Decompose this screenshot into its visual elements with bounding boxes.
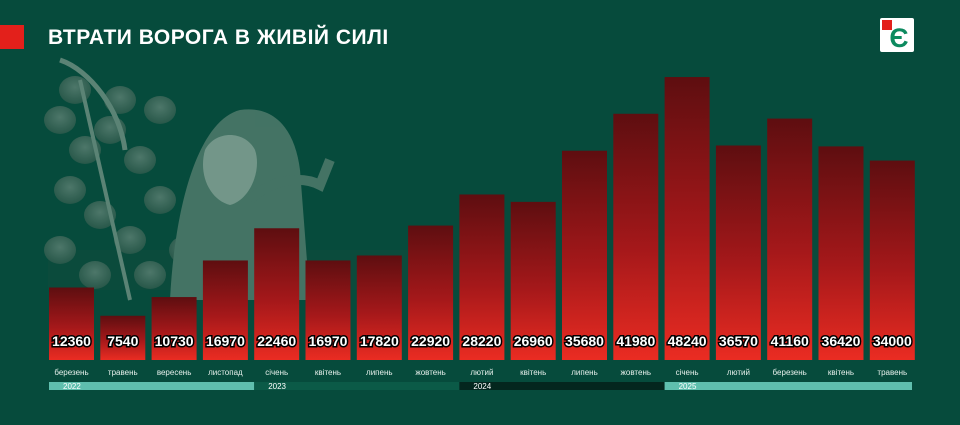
month-label: березень [54,368,88,377]
year-label: 2023 [268,382,286,391]
bar-value-label: 36420 [822,333,861,349]
skull-shape [44,106,76,134]
bar [562,150,607,360]
bar-value-label: 22460 [257,333,296,349]
letter-e-logo-icon: Є [880,18,914,52]
bar [613,113,659,361]
bar [305,260,351,360]
bar-value-label: 35680 [565,333,604,349]
page-title: ВТРАТИ ВОРОГА В ЖИВІЙ СИЛІ [48,26,389,49]
month-label: жовтень [415,368,445,377]
month-labels-group: березень травень вересень листопад січень кві… [54,368,907,377]
bar [49,287,94,360]
bar [715,145,761,360]
skull-shape [144,96,176,124]
month-label: жовтень [621,368,651,377]
bar [767,118,813,360]
year-segment [254,382,460,390]
bar [664,77,710,361]
skull-shape [79,261,111,289]
bar-value-label: 28220 [462,333,501,349]
bar [254,228,300,360]
year-segment [664,382,912,390]
bar-value-label: 12360 [52,333,91,349]
bar-value-label: 10730 [155,333,194,349]
bar [459,194,505,360]
year-segment [459,382,665,390]
bar-value-label: 16970 [309,333,348,349]
skull-shape [124,146,156,174]
year-timeline: 2022 2023 2024 2025 [49,382,912,391]
month-label: квітень [520,368,546,377]
title-accent-bar [0,25,24,49]
bar-value-label: 34000 [873,333,912,349]
bar [818,146,864,360]
bar-value-label: 41980 [616,333,655,349]
bars-group [49,77,915,361]
month-label: квітень [315,368,341,377]
month-label: березень [773,368,807,377]
bar-value-label: 41160 [771,333,809,349]
month-label: лютий [727,368,750,377]
month-label: травень [877,368,907,377]
bar [510,201,556,360]
skull-shape [54,176,86,204]
year-label: 2024 [473,382,491,391]
bar-value-label: 26960 [514,333,553,349]
bar [100,315,146,360]
year-label: 2025 [679,382,697,391]
bar [869,160,915,360]
bar-value-label: 7540 [107,333,138,349]
month-label: січень [676,368,699,377]
year-label: 2022 [63,382,81,391]
month-label: вересень [157,368,192,377]
bar-value-label: 36570 [719,333,758,349]
month-label: лютий [470,368,493,377]
bar-value-label: 48240 [668,333,707,349]
skull-shape [44,236,76,264]
month-label: травень [108,368,138,377]
logo-letter: Є [889,23,908,52]
skull-shape [134,261,166,289]
bar [356,255,402,360]
skull-shape [114,226,146,254]
skull-shape [144,186,176,214]
month-label: липень [366,368,393,377]
month-label: січень [265,368,288,377]
bar [408,225,454,360]
value-labels-group: 12360 7540 10730 16970 22460 16970 17820 22920 2… [51,332,914,351]
bar-value-label: 17820 [360,333,399,349]
bar-value-label: 16970 [206,333,245,349]
bar [202,260,248,360]
month-label: липень [571,368,598,377]
month-label: листопад [208,368,243,377]
year-segment [49,382,255,390]
bar-value-label: 22920 [411,333,450,349]
month-label: квітень [828,368,854,377]
bar [151,297,197,360]
